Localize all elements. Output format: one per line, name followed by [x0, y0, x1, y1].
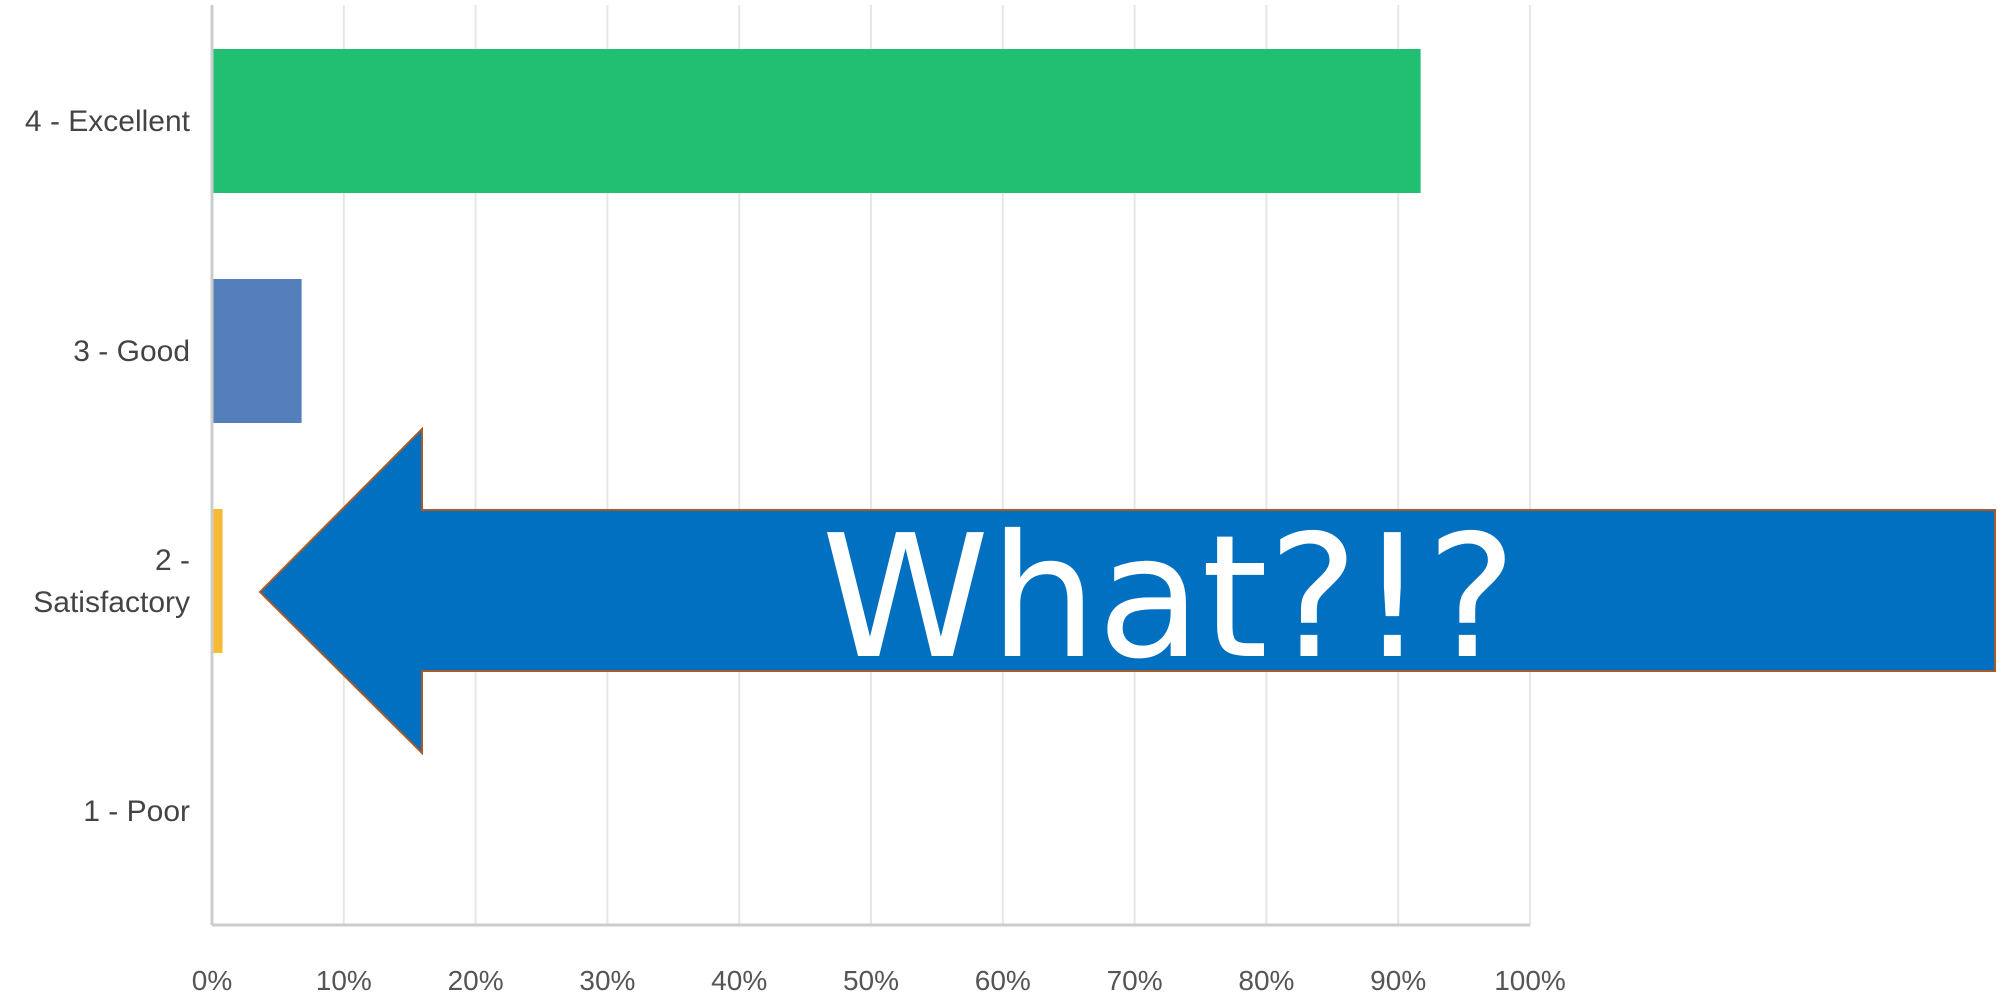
category-label: 2 - [155, 544, 190, 577]
bar [212, 279, 302, 423]
left-arrow-shape [258, 426, 1996, 756]
x-tick-label: 30% [579, 965, 635, 996]
bars [212, 49, 1421, 653]
category-label: 4 - Excellent [25, 105, 191, 138]
callout-arrow: What?!? [258, 426, 1996, 756]
x-tick-label: 0% [192, 965, 232, 996]
category-label: Satisfactory [33, 586, 190, 619]
category-label: 3 - Good [73, 335, 190, 368]
bar [212, 49, 1421, 193]
x-tick-label: 100% [1494, 965, 1566, 996]
x-tick-label: 10% [316, 965, 372, 996]
category-labels: 4 - Excellent 3 - Good 2 - Satisfactory 1 - … [25, 105, 191, 828]
category-label: 1 - Poor [83, 795, 190, 828]
x-tick-label: 80% [1238, 965, 1294, 996]
x-tick-label: 40% [711, 965, 767, 996]
x-tick-labels: 0% 10% 20% 30% 40% 50% 60% 70% 80% 90% 100% [192, 965, 1566, 996]
x-tick-label: 70% [1107, 965, 1163, 996]
axes [210, 5, 1530, 927]
x-tick-label: 50% [843, 965, 899, 996]
x-tick-label: 90% [1370, 965, 1426, 996]
bar [212, 509, 223, 653]
x-tick-label: 60% [975, 965, 1031, 996]
x-tick-label: 20% [448, 965, 504, 996]
callout-text: What?!? [821, 499, 1516, 697]
